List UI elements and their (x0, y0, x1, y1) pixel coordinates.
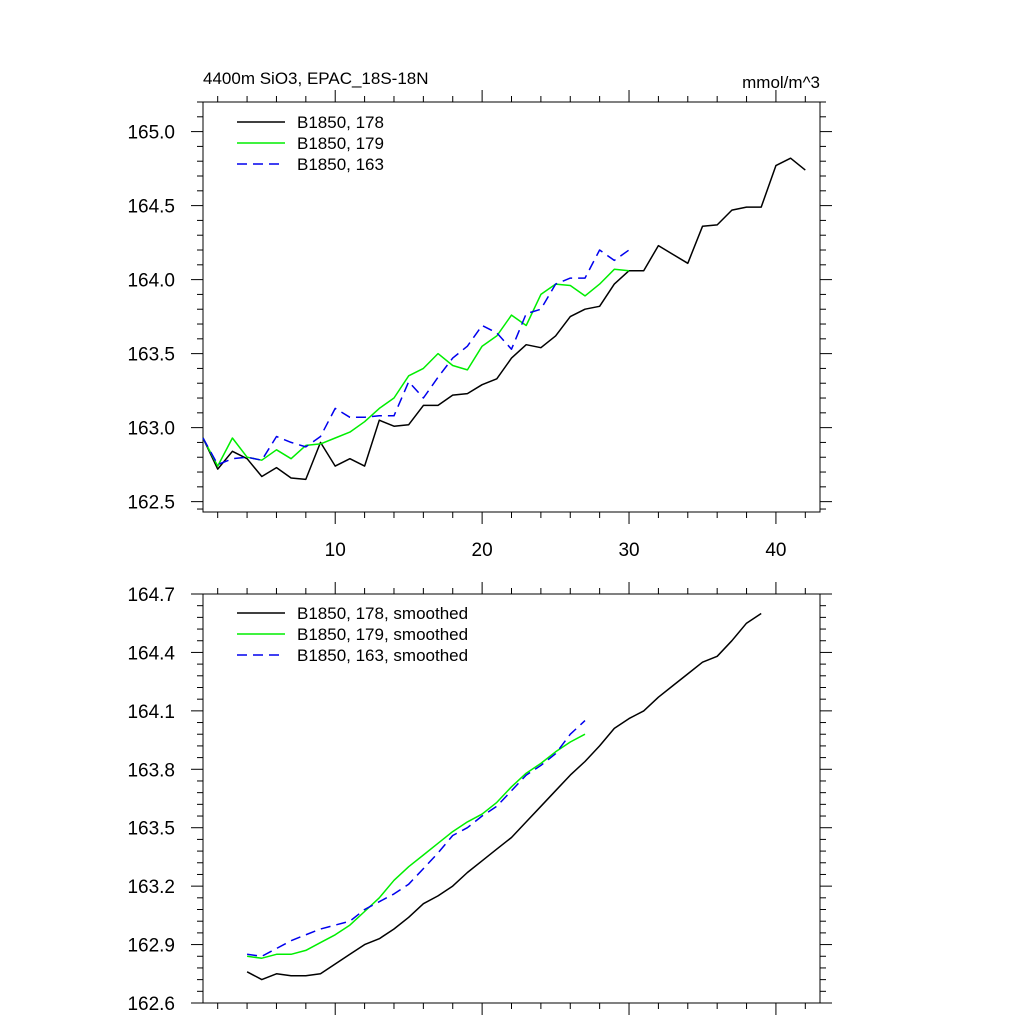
legend-label-2: B1850, 179, smoothed (297, 625, 468, 644)
y-tick-label: 162.6 (127, 994, 175, 1015)
series-line-3 (246, 720, 586, 958)
plot-frame (202, 101, 821, 513)
series-line-3 (202, 249, 630, 466)
y-tick-label: 163.8 (127, 760, 175, 781)
y-tick-label: 162.5 (127, 493, 175, 514)
y-tick-label: 164.1 (127, 702, 175, 723)
y-tick-label: 165.0 (127, 123, 175, 144)
legend-label-3: B1850, 163 (297, 155, 384, 174)
y-tick-label: 162.9 (127, 936, 175, 957)
top-panel: 4400m SiO3, EPAC_18S-18N mmol/m^3 10 20 30… (127, 69, 832, 561)
chart-title: 4400m SiO3, EPAC_18S-18N (203, 69, 429, 88)
y-tick-label: 163.0 (127, 419, 175, 440)
x-tick-label: 20 (472, 540, 493, 561)
y-tick-label: 164.5 (127, 197, 175, 218)
plot-frame (202, 593, 821, 1004)
units-label: mmol/m^3 (742, 73, 820, 92)
y-tick-label: 163.2 (127, 877, 175, 898)
x-tick-label: 10 (325, 540, 346, 561)
series-line-2 (247, 733, 586, 959)
x-tick-label: 30 (618, 540, 639, 561)
y-tick-label: 164.0 (127, 271, 175, 292)
series-line-1 (246, 612, 762, 981)
series-line-2 (202, 268, 630, 467)
legend-label-3: B1850, 163, smoothed (297, 646, 468, 665)
y-tick-label: 163.5 (127, 345, 175, 366)
y-tick-label: 164.4 (127, 643, 175, 664)
y-tick-label: 163.5 (127, 819, 175, 840)
legend-label-2: B1850, 179 (297, 134, 384, 153)
x-tick-label: 40 (765, 540, 786, 561)
y-tick-label: 164.7 (127, 585, 175, 606)
bottom-panel: 162.6 162.9 163.2 163.5 163.8 164.1 164.4 164.7… (127, 582, 832, 1015)
series-line-1 (202, 157, 806, 481)
legend-label-1: B1850, 178, smoothed (297, 604, 468, 623)
legend-label-1: B1850, 178 (297, 113, 384, 132)
